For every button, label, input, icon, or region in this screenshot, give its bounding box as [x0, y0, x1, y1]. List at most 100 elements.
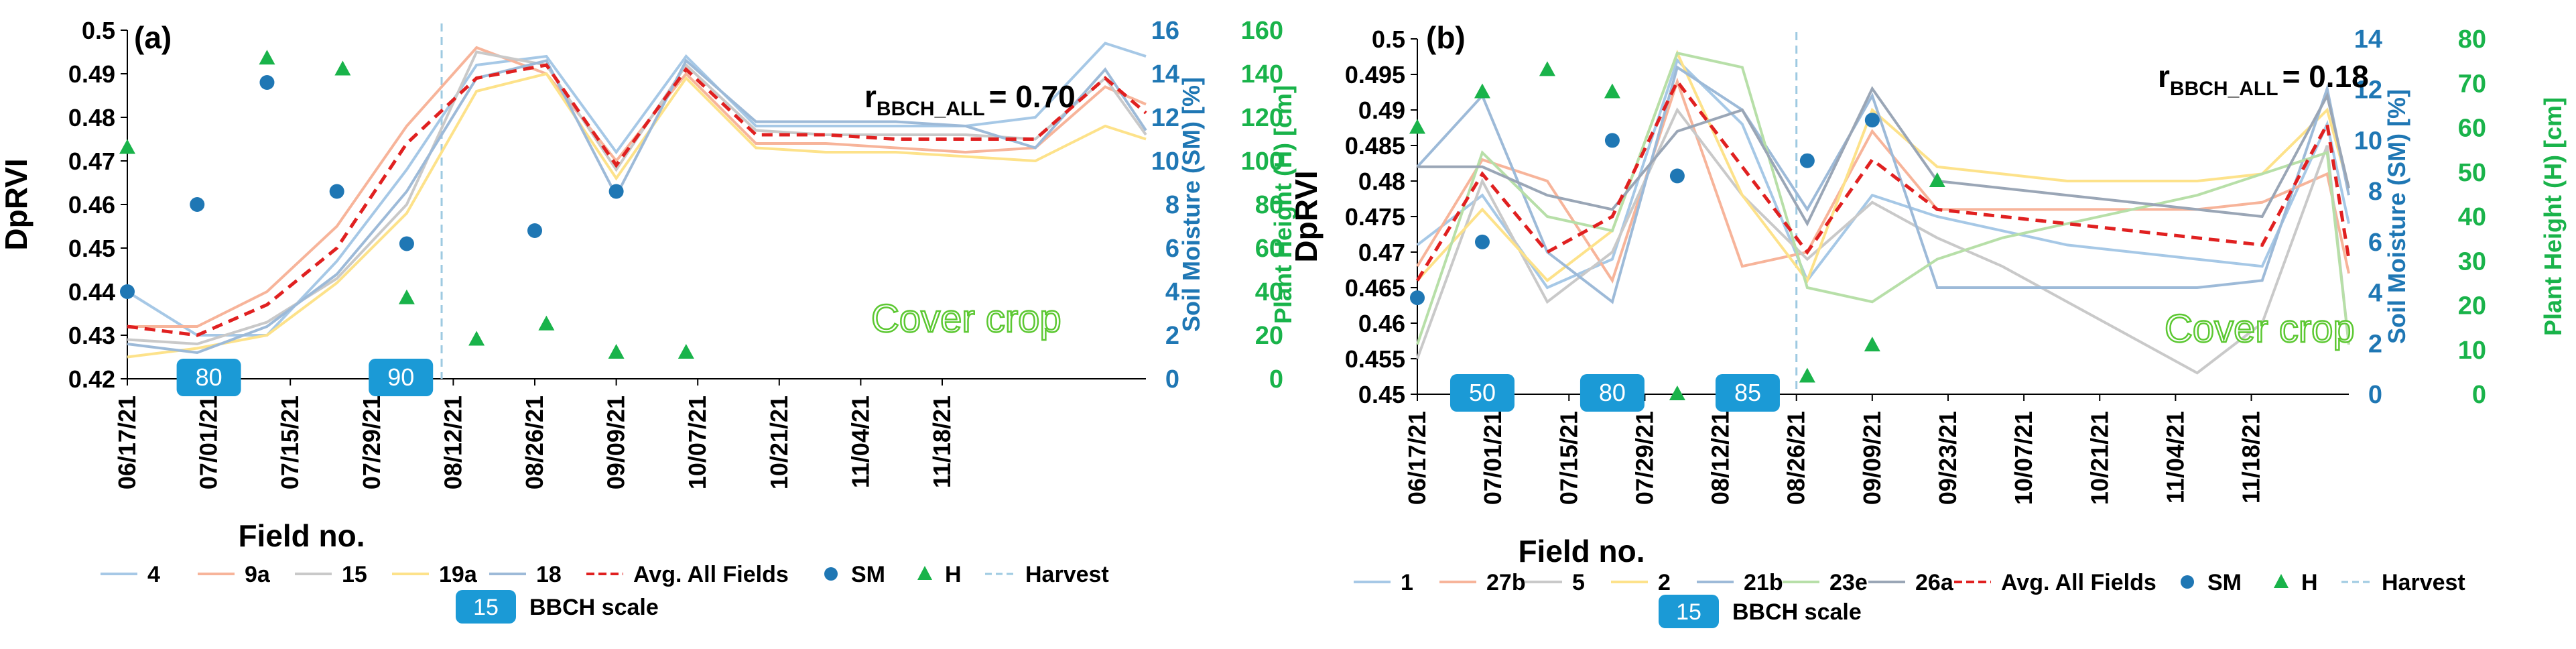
y-tick-label: 0.5 — [82, 17, 115, 44]
h-point — [119, 139, 135, 154]
sm-tick-label: 14 — [1151, 60, 1179, 88]
series-line-4 — [126, 42, 1147, 337]
legend-h-marker — [917, 566, 932, 580]
sm-point — [259, 75, 275, 90]
h-point — [678, 344, 694, 359]
bbch-box — [1715, 374, 1780, 412]
h-tick-label: 10 — [2458, 337, 2486, 365]
legend-bbch-box — [456, 590, 516, 624]
y-tick-label: 0.465 — [1345, 274, 1405, 302]
h-axis-title: Plant Height (H) [cm] — [1269, 85, 1297, 324]
h-tick-label: 40 — [2458, 203, 2486, 231]
h-tick-label: 20 — [2458, 292, 2486, 320]
legend-label: SM — [2207, 570, 2242, 595]
legend-item: H — [917, 562, 962, 587]
y-tick-label: 0.495 — [1345, 61, 1405, 88]
bbch-box — [1450, 374, 1515, 412]
legend-item: 23e — [1783, 570, 1868, 595]
x-tick-label: 07/01/21 — [195, 396, 222, 489]
x-axis-title: Field no. — [1518, 534, 1645, 569]
sm-tick-label: 12 — [2354, 76, 2382, 105]
y-tick-label: 0.485 — [1345, 132, 1405, 160]
series-line-26a — [1417, 86, 2350, 227]
legend-h-marker — [2274, 574, 2289, 588]
legend-item: 26a — [1868, 570, 1954, 595]
sm-point — [527, 223, 542, 238]
legend-label: 27b — [1486, 570, 1526, 595]
x-tick-label: 06/17/21 — [113, 396, 141, 489]
legend-label: 26a — [1915, 570, 1954, 595]
sm-point — [1410, 290, 1425, 306]
y-axis-title: DpRVI — [0, 158, 34, 250]
sm-tick-label: 10 — [2354, 127, 2382, 155]
sm-point — [120, 284, 135, 299]
bbch-label: 50 — [1469, 379, 1496, 406]
h-tick-label: 70 — [2458, 70, 2486, 98]
x-tick-label: 08/12/21 — [1707, 411, 1734, 505]
sm-point — [1604, 133, 1620, 148]
bbch-label: 80 — [1599, 379, 1626, 406]
legend-label: Avg. All Fields — [633, 562, 789, 587]
sm-tick-label: 8 — [2368, 178, 2382, 206]
y-tick-label: 0.47 — [68, 148, 115, 175]
legend-sm-marker — [824, 567, 838, 581]
legend-bbch: 15 BBCH scale — [1659, 595, 1862, 628]
sm-axis-title: Soil Moisture (SM) [%] — [2383, 89, 2410, 344]
y-tick-label: 0.45 — [1358, 381, 1405, 408]
sm-point — [329, 184, 344, 199]
h-tick-label: 60 — [1255, 235, 1283, 263]
sm-point — [608, 184, 624, 199]
y-tick-label: 0.44 — [68, 278, 115, 306]
h-tick-label: 100 — [1241, 148, 1283, 176]
series-line-21b — [1416, 65, 2350, 304]
legend-label: 5 — [1572, 570, 1585, 595]
legend-item: 15 — [295, 562, 367, 587]
h-point — [468, 331, 485, 346]
panel-a: 0.42 0.43 0.44 0.45 0.46 0.47 0.48 0.49 0.5 06/17… — [0, 17, 1297, 624]
h-tick-label: 140 — [1241, 60, 1283, 88]
x-tick-label: 10/21/21 — [2085, 411, 2113, 505]
x-tick-label: 10/07/21 — [2010, 411, 2037, 505]
x-tick-label: 08/26/21 — [521, 396, 548, 489]
h-tick-label: 40 — [1255, 278, 1283, 306]
h-tick-label: 50 — [2458, 159, 2486, 187]
legend-item: H — [2274, 570, 2318, 595]
x-tick-label: 10/07/21 — [684, 396, 711, 489]
h-tick-label: 0 — [1269, 365, 1283, 394]
legend-label: 4 — [147, 562, 160, 587]
sm-tick-label: 12 — [1151, 104, 1179, 132]
legend-item: 1 — [1354, 570, 1413, 595]
series-line-1 — [1416, 58, 2350, 290]
x-tick-label: 09/09/21 — [1858, 411, 1886, 505]
sm-tick-label: 16 — [1151, 17, 1179, 45]
sm-tick-label: 0 — [1165, 365, 1179, 394]
x-tick-label: 08/26/21 — [1783, 411, 1810, 505]
sm-tick-label: 6 — [2368, 229, 2382, 257]
legend-item: 9a — [198, 562, 271, 587]
legend-item: SM — [824, 562, 885, 587]
h-tick-label: 20 — [1255, 322, 1283, 350]
h-point — [608, 344, 625, 359]
sm-tick-label: 0 — [2368, 381, 2382, 409]
h-point — [1929, 172, 1945, 187]
y-tick-label: 0.48 — [68, 104, 115, 131]
bbch-box — [369, 359, 434, 396]
y-tick-label: 0.42 — [68, 365, 115, 393]
legend-item: 5 — [1525, 570, 1585, 595]
h-point — [1799, 367, 1815, 383]
legend-label: 18 — [536, 562, 562, 587]
legend-bbch-box-label: 15 — [473, 595, 499, 620]
sm-tick-label: 4 — [1165, 278, 1179, 306]
h-tick-label: 80 — [2458, 25, 2486, 54]
legend-label: Harvest — [1025, 562, 1109, 587]
legend-bbch: 15 BBCH scale — [456, 590, 659, 624]
h-point — [538, 315, 555, 331]
h-tick-label: 160 — [1241, 17, 1283, 45]
correlation-label: rBBCH_ALL = 0.70 — [864, 79, 1076, 120]
sm-point — [399, 236, 414, 251]
y-tick-label: 0.45 — [68, 235, 115, 262]
x-axis-title: Field no. — [238, 518, 365, 553]
legend-bbch-text: BBCH scale — [1732, 599, 1862, 625]
h-point — [1864, 337, 1880, 352]
